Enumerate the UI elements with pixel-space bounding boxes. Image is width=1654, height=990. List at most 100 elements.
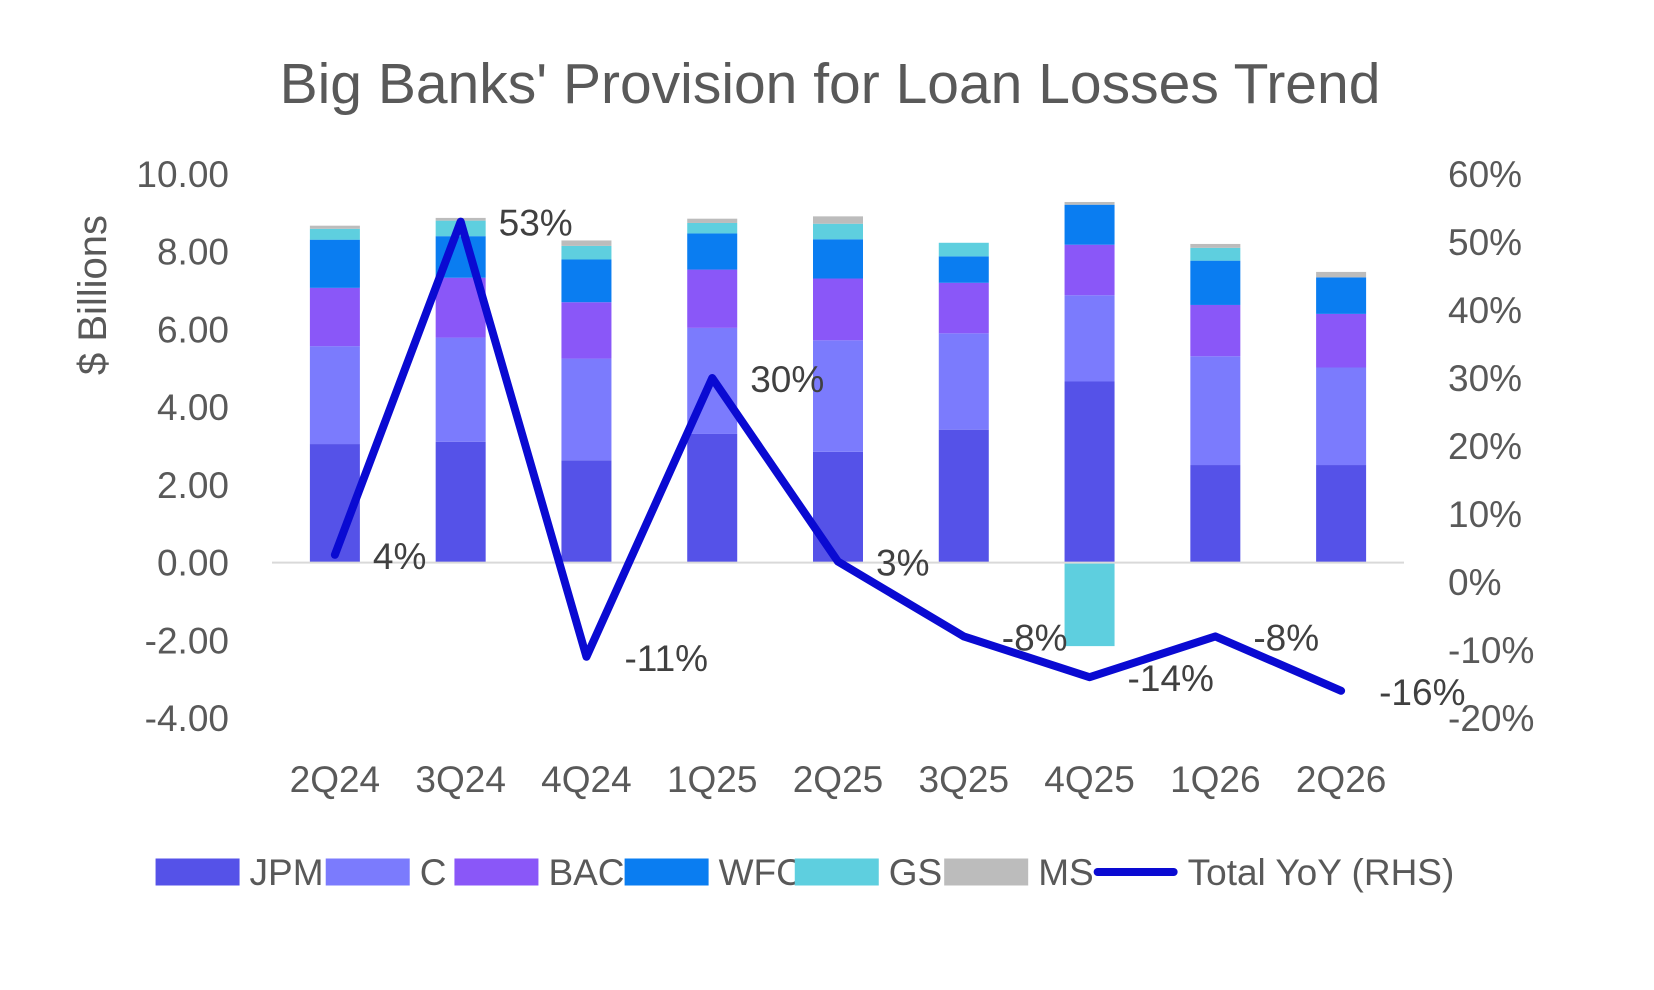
bar-segment-c-4q24 xyxy=(561,358,612,461)
y2-tick-label: 50% xyxy=(1448,222,1522,263)
legend-label-jpm: JPM xyxy=(250,852,324,893)
legend-label-wfc: WFC xyxy=(719,852,803,893)
bar-segment-ms-1q26 xyxy=(1190,243,1241,248)
bar-segment-bac-4q25 xyxy=(1064,244,1115,296)
bar-segment-gs-4q24 xyxy=(561,245,612,260)
y-tick-label: 2.00 xyxy=(157,465,229,506)
bar-segment-jpm-4q25 xyxy=(1064,381,1115,563)
bar-segment-bac-2q26 xyxy=(1316,313,1367,368)
yoy-data-label: -16% xyxy=(1379,672,1465,713)
x-tick-label: 1Q26 xyxy=(1170,759,1261,800)
bar-segment-wfc-1q26 xyxy=(1190,260,1241,305)
yoy-data-label: 53% xyxy=(499,203,573,244)
x-tick-label: 2Q25 xyxy=(793,759,884,800)
bar-segment-jpm-2q25 xyxy=(813,451,863,563)
x-tick-label: 4Q25 xyxy=(1044,759,1135,800)
chart-title: Big Banks' Provision for Loan Losses Tre… xyxy=(280,52,1381,116)
legend-label-ms: MS xyxy=(1038,852,1094,893)
bar-segment-gs-2q25 xyxy=(813,223,863,240)
bar-segment-bac-3q25 xyxy=(938,282,989,334)
bar-segment-bac-2q24 xyxy=(309,287,360,347)
bar-stacks xyxy=(309,201,1367,647)
bar-segment-ms-4q24 xyxy=(561,240,612,246)
bar-segment-c-3q24 xyxy=(435,337,486,442)
legend-label-c: C xyxy=(420,852,447,893)
bar-segment-bac-1q26 xyxy=(1190,304,1241,357)
yoy-data-label: -14% xyxy=(1128,658,1214,699)
legend-swatch-bac xyxy=(454,858,539,886)
y2-tick-label: -20% xyxy=(1448,698,1534,739)
bar-segment-wfc-4q24 xyxy=(561,259,612,303)
y2-tick-label: 60% xyxy=(1448,154,1522,195)
legend-swatch-wfc xyxy=(624,858,709,886)
bar-segment-jpm-1q26 xyxy=(1190,465,1241,563)
y2-tick-label: -10% xyxy=(1448,630,1534,671)
yoy-data-labels: 4% 53% -11% 30% 3% -8% -14% -8% -16% xyxy=(373,203,1466,713)
bar-segment-c-2q24 xyxy=(309,346,360,445)
yoy-data-label: -8% xyxy=(1002,617,1068,658)
bar-segment-ms-2q26 xyxy=(1316,271,1367,278)
y-tick-label: 10.00 xyxy=(136,154,229,195)
bar-segment-c-2q26 xyxy=(1316,367,1367,466)
bar-segment-gs-1q26 xyxy=(1190,247,1241,261)
y-tick-label: 0.00 xyxy=(157,543,229,584)
bar-segment-bac-2q25 xyxy=(813,278,863,341)
bar-segment-bac-4q24 xyxy=(561,302,612,359)
bar-segment-gs-1q25 xyxy=(687,222,738,234)
bar-segment-wfc-4q25 xyxy=(1064,204,1115,245)
bar-segment-gs-2q24 xyxy=(309,228,360,240)
y-tick-label: -4.00 xyxy=(145,698,229,739)
bar-segment-jpm-2q26 xyxy=(1316,465,1367,563)
legend-label-bac: BAC xyxy=(548,852,624,893)
x-tick-label: 4Q24 xyxy=(541,759,632,800)
bar-segment-jpm-3q25 xyxy=(938,429,989,563)
yoy-data-label: 3% xyxy=(876,543,929,584)
bar-segment-gs-4q25 xyxy=(1064,562,1115,647)
bar-segment-wfc-2q24 xyxy=(309,239,360,288)
y2-tick-label: 0% xyxy=(1448,562,1501,603)
y2-tick-label: 10% xyxy=(1448,494,1522,535)
legend-label-gs: GS xyxy=(889,852,942,893)
yoy-line-layer xyxy=(330,217,1346,695)
bar-segment-ms-1q25 xyxy=(687,218,738,223)
bar-segment-wfc-2q26 xyxy=(1316,277,1367,314)
yoy-data-label: -11% xyxy=(624,638,708,679)
x-tick-label: 1Q25 xyxy=(667,759,758,800)
x-tick-label: 3Q24 xyxy=(415,759,506,800)
y2-tick-label: 30% xyxy=(1448,358,1522,399)
bar-segment-wfc-3q25 xyxy=(938,256,989,283)
x-axis-ticks: 2Q24 3Q24 4Q24 1Q25 2Q25 3Q25 4Q25 1Q26 2Q26 xyxy=(290,759,1387,800)
bar-segment-wfc-1q25 xyxy=(687,233,738,270)
bar-segment-c-3q25 xyxy=(938,333,989,430)
legend-swatch-c xyxy=(325,858,410,886)
bar-segment-jpm-4q24 xyxy=(561,460,612,563)
bar-segment-bac-1q25 xyxy=(687,269,738,328)
x-tick-label: 2Q26 xyxy=(1296,759,1387,800)
yoy-data-label: -8% xyxy=(1253,617,1319,658)
y2-axis-ticks: 60% 50% 40% 30% 20% 10% 0% -10% -20% xyxy=(1448,154,1534,739)
y-tick-label: -2.00 xyxy=(145,620,229,661)
legend: JPM C BAC WFC GS MS Total YoY (RHS) xyxy=(155,852,1455,893)
y2-tick-label: 40% xyxy=(1448,290,1522,331)
bar-segment-jpm-1q25 xyxy=(687,433,738,563)
y-axis-label: $ Billions xyxy=(71,215,115,375)
y2-tick-label: 20% xyxy=(1448,426,1522,467)
legend-swatch-ms xyxy=(944,858,1029,886)
y-tick-label: 8.00 xyxy=(157,232,229,273)
yoy-data-label: 4% xyxy=(373,536,426,577)
bar-segment-c-1q26 xyxy=(1190,356,1241,466)
bar-segment-c-4q25 xyxy=(1064,295,1115,382)
bar-segment-ms-4q25 xyxy=(1064,201,1115,205)
yoy-data-label: 30% xyxy=(750,359,824,400)
bar-segment-gs-3q25 xyxy=(938,242,989,257)
bar-segment-wfc-2q25 xyxy=(813,239,863,279)
y-axis-ticks: 10.00 8.00 6.00 4.00 2.00 0.00 -2.00 -4.00 xyxy=(136,154,229,739)
x-tick-label: 2Q24 xyxy=(290,759,381,800)
legend-label-total-yoy-rhs: Total YoY (RHS) xyxy=(1188,852,1455,893)
legend-swatch-jpm xyxy=(155,858,240,886)
x-tick-label: 3Q25 xyxy=(919,759,1010,800)
legend-swatch-gs xyxy=(794,858,879,886)
bar-segment-ms-2q24 xyxy=(309,225,360,229)
